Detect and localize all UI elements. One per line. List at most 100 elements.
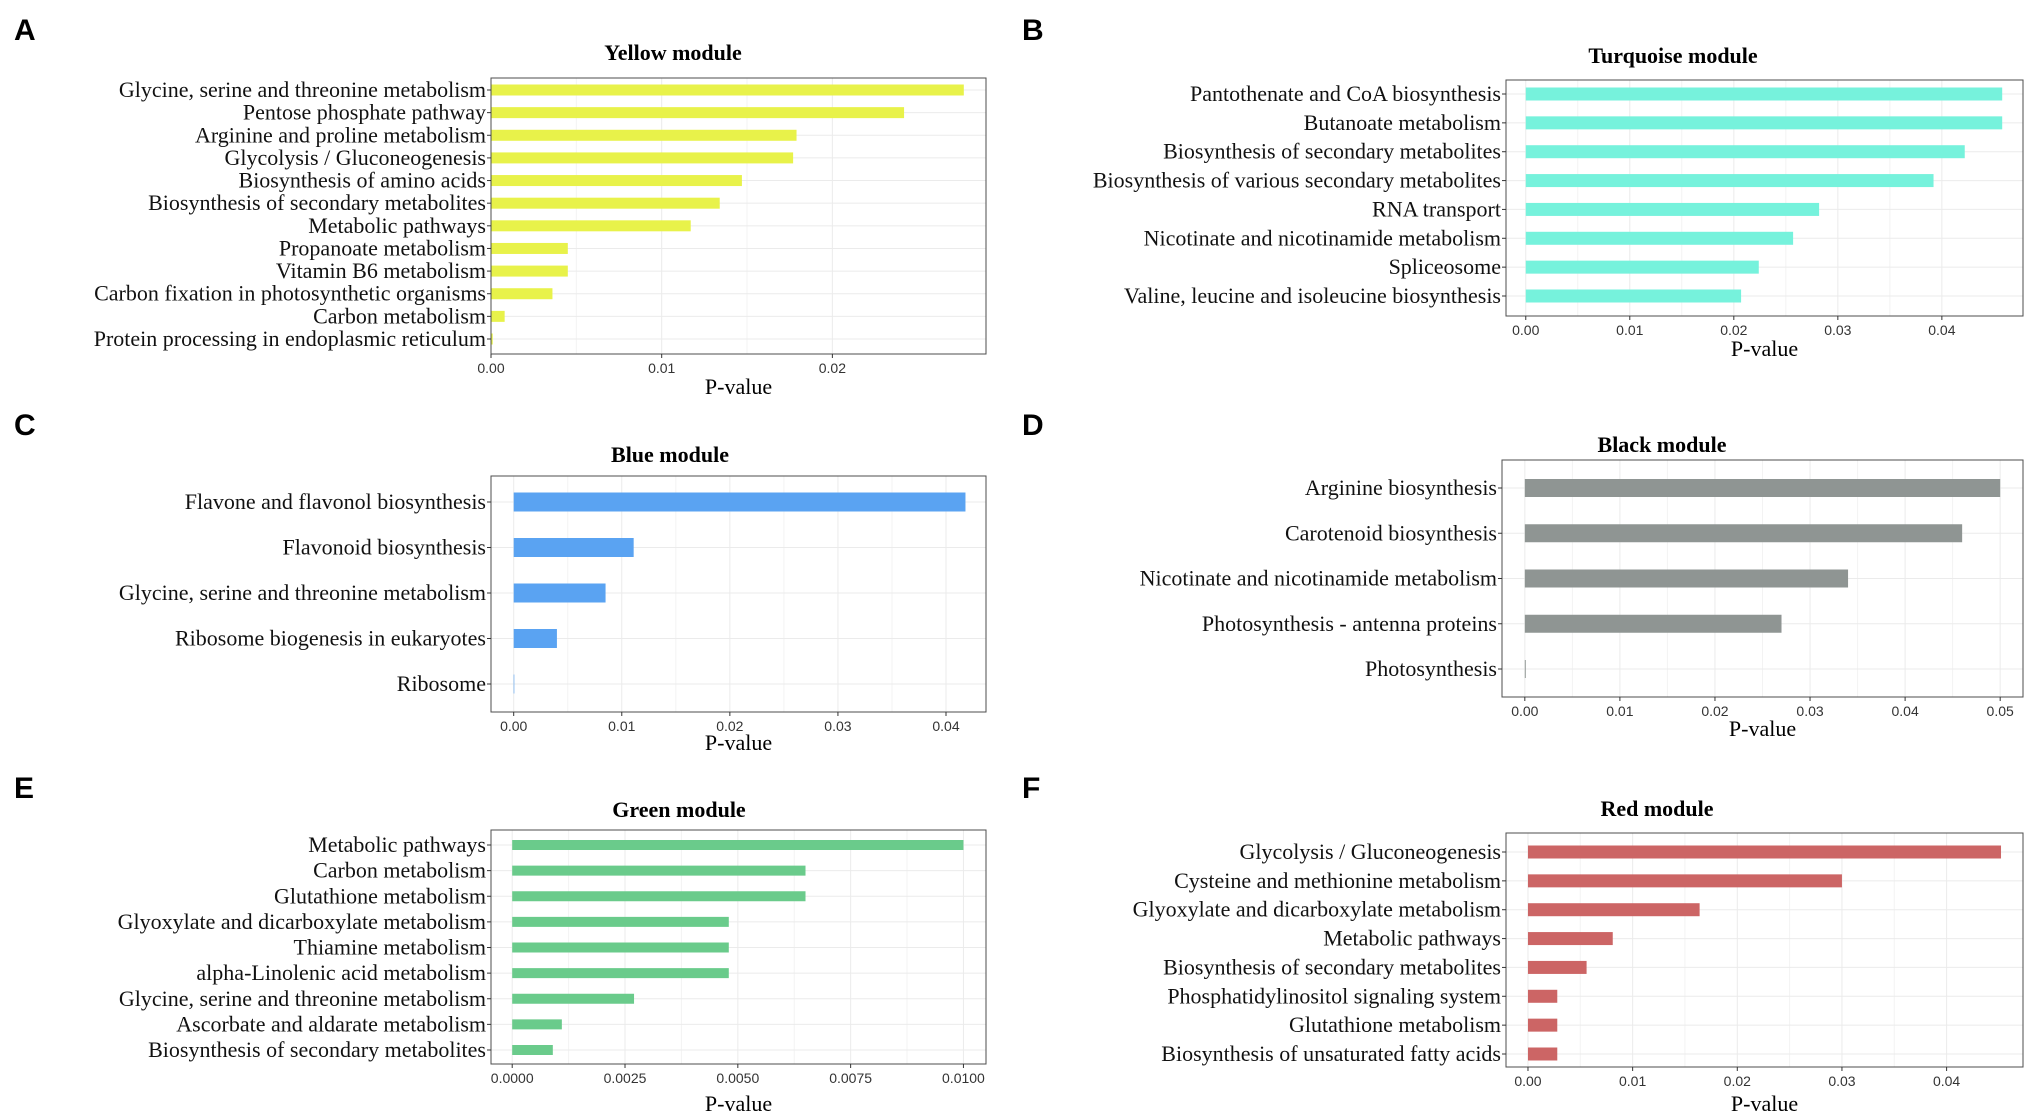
category-label: Vitamin B6 metabolism (276, 258, 486, 283)
bar (1524, 569, 1849, 588)
x-axis-title: P-value (705, 730, 772, 755)
chart-title: Red module (1600, 796, 1713, 821)
x-tick-label: 0.0025 (604, 1070, 647, 1086)
plot-frame (490, 77, 987, 355)
x-tick-label: 0.00 (1514, 1073, 1541, 1089)
chart-title: Turquoise module (1588, 43, 1758, 68)
bar (512, 865, 806, 876)
category-label: Biosynthesis of various secondary metabo… (1093, 168, 1501, 193)
category-label: Pentose phosphate pathway (243, 100, 486, 125)
category-label: Biosynthesis of secondary metabolites (148, 1037, 486, 1062)
category-label: Ascorbate and aldarate metabolism (176, 1011, 486, 1036)
category-label: Flavone and flavonol biosynthesis (185, 489, 486, 514)
bar (513, 629, 557, 648)
bar (512, 1045, 553, 1055)
category-label: RNA transport (1372, 196, 1501, 221)
panel-c: C Blue module Flavone and flavonol biosynt… (14, 409, 987, 755)
bar (513, 674, 515, 694)
bar (1525, 116, 2003, 130)
x-tick-label: 0.01 (1616, 322, 1643, 338)
bar (1527, 874, 1842, 888)
category-label: Glycolysis / Gluconeogenesis (1239, 839, 1501, 864)
category-label: Butanoate metabolism (1304, 110, 1501, 135)
category-label: Carbon metabolism (313, 303, 486, 328)
bar (1525, 289, 1742, 303)
x-tick-label: 0.01 (648, 360, 675, 376)
plot-frame (1505, 79, 2024, 317)
category-label: Biosynthesis of secondary metabolites (1163, 139, 1501, 164)
category-label: Glycine, serine and threonine metabolism (119, 77, 486, 102)
bar (491, 84, 964, 96)
category-label: Valine, leucine and isoleucine biosynthe… (1124, 283, 1501, 308)
category-label: Glycine, serine and threonine metabolism (119, 580, 486, 605)
bar (512, 891, 806, 902)
category-label: Phosphatidylinositol signaling system (1167, 983, 1501, 1008)
category-label: Propanoate metabolism (279, 235, 486, 260)
x-tick-label: 0.04 (1891, 703, 1918, 719)
bar (512, 968, 729, 979)
category-label: Ribosome (397, 671, 486, 696)
category-label: Biosynthesis of amino acids (239, 168, 486, 193)
x-axis-title: P-value (1729, 716, 1796, 741)
category-label: Metabolic pathways (1323, 926, 1501, 951)
x-tick-label: 0.03 (1828, 1073, 1855, 1089)
category-label: Glycine, serine and threonine metabolism (119, 986, 486, 1011)
bar (1525, 231, 1794, 245)
bar (491, 265, 568, 277)
plot-background (491, 78, 986, 354)
category-label: Nicotinate and nicotinamide metabolism (1140, 566, 1497, 591)
x-tick-label: 0.02 (819, 360, 846, 376)
bar (491, 197, 720, 209)
category-label: Protein processing in endoplasmic reticu… (94, 326, 486, 351)
chart-title: Green module (612, 797, 746, 822)
bar (491, 333, 493, 345)
x-tick-label: 0.00 (1511, 703, 1538, 719)
bar (512, 916, 729, 927)
bar (513, 492, 966, 512)
plot-frame (490, 475, 987, 713)
x-tick-label: 0.00 (500, 718, 527, 734)
bar (1524, 479, 2001, 497)
panel-letter: F (1022, 772, 1040, 805)
panel-f: F Red module Glycolysis / Gluconeogenesis C… (1022, 772, 2024, 1116)
x-tick-label: 0.04 (1928, 322, 1955, 338)
category-label: Biosynthesis of unsaturated fatty acids (1161, 1041, 1501, 1066)
panel-b: B Turquoise module Pantothenate and CoA bi… (1022, 14, 2024, 361)
x-axis-title: P-value (1731, 1091, 1798, 1116)
category-label: Glyoxylate and dicarboxylate metabolism (118, 909, 486, 934)
panel-letter: D (1022, 409, 1044, 442)
x-tick-label: 0.03 (824, 718, 851, 734)
chart-title: Black module (1598, 432, 1727, 457)
category-label: Nicotinate and nicotinamide metabolism (1144, 225, 1501, 250)
x-tick-label: 0.01 (1619, 1073, 1646, 1089)
x-tick-label: 0.02 (1701, 703, 1728, 719)
category-label: Arginine and proline metabolism (195, 122, 486, 147)
chart-title: Yellow module (604, 40, 742, 65)
category-label: Pantothenate and CoA biosynthesis (1190, 81, 1501, 106)
x-tick-label: 0.05 (1987, 703, 2014, 719)
category-label: Thiamine metabolism (294, 935, 486, 960)
category-label: Photosynthesis - antenna proteins (1202, 611, 1497, 636)
x-tick-label: 0.0050 (716, 1070, 759, 1086)
category-label: Biosynthesis of secondary metabolites (1163, 954, 1501, 979)
bar (1525, 87, 2003, 101)
x-tick-label: 0.01 (608, 718, 635, 734)
bar (512, 1019, 562, 1030)
category-label: Glyoxylate and dicarboxylate metabolism (1133, 897, 1501, 922)
category-label: Metabolic pathways (308, 213, 486, 238)
bar (1527, 960, 1587, 974)
category-label: Metabolic pathways (308, 832, 486, 857)
category-label: Glutathione metabolism (1289, 1012, 1501, 1037)
x-tick-label: 0.02 (1720, 322, 1747, 338)
panel-d: D Black module Arginine biosynthesis Carote… (1022, 409, 2024, 741)
category-label: Spliceosome (1389, 254, 1501, 279)
bar (491, 152, 794, 164)
category-label: Carotenoid biosynthesis (1285, 520, 1497, 545)
bar (1524, 524, 1963, 543)
bar (1525, 202, 1820, 216)
bar (491, 220, 691, 232)
bar (513, 583, 606, 603)
chart-title: Blue module (611, 442, 729, 467)
category-label: Glutathione metabolism (274, 883, 486, 908)
